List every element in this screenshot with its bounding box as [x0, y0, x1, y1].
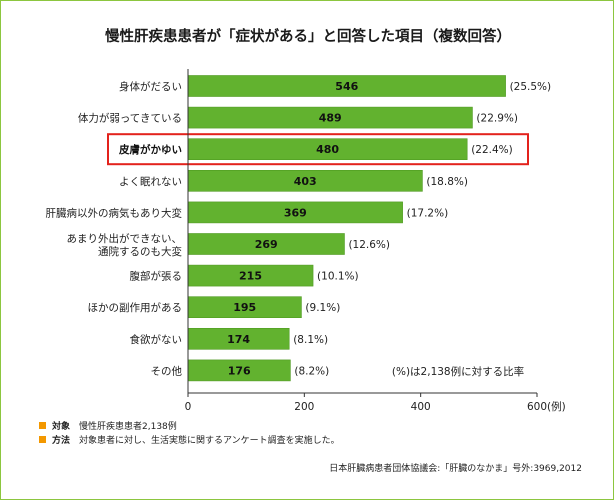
- footnote-head-0: 対象: [51, 420, 70, 432]
- category-label-7: ほかの副作用がある: [88, 301, 183, 314]
- percent-label-0: (25.5%): [510, 81, 552, 93]
- percent-label-6: (10.1%): [317, 271, 359, 283]
- percent-label-7: (9.1%): [305, 302, 340, 314]
- footnote-text-0: 慢性肝疾患患者2,138例: [79, 420, 177, 432]
- footnote-bullet-0: [39, 422, 46, 429]
- x-tick-label-1: 200: [294, 401, 314, 413]
- value-label-3: 403: [294, 175, 317, 188]
- category-label-2: 皮膚がかゆい: [118, 143, 182, 156]
- value-label-6: 215: [239, 270, 262, 283]
- value-label-7: 195: [233, 301, 256, 314]
- category-label-4: 肝臓病以外の病気もあり大変: [46, 206, 183, 219]
- x-tick-label-0: 0: [185, 401, 192, 413]
- footnote-text-1: 対象患者に対し、生活実態に関するアンケート調査を実施した。: [79, 434, 340, 446]
- percent-label-9: (8.2%): [294, 365, 329, 377]
- category-label-5-line-0: あまり外出ができない、: [67, 232, 183, 245]
- category-label-0: 身体がだるい: [119, 80, 182, 93]
- x-tick-label-3: 600: [527, 401, 547, 413]
- value-label-5: 269: [255, 238, 278, 251]
- category-label-6: 腹部が張る: [130, 270, 183, 283]
- category-label-5-line-1: 通院するのも大変: [98, 245, 182, 258]
- footnote-bullet-1: [39, 436, 46, 443]
- category-label-3: よく眠れない: [119, 176, 182, 188]
- bars-layer: 546 (25.5%) 身体がだるい 489 (22.9%) 体力が弱ってきている 480 (…: [46, 75, 552, 382]
- percent-label-8: (8.1%): [293, 334, 328, 346]
- value-label-2: 480: [316, 143, 339, 156]
- footnote-head-1: 方法: [52, 434, 70, 446]
- value-label-8: 174: [227, 333, 250, 346]
- category-label-8: 食欲がない: [130, 333, 183, 346]
- value-label-0: 546: [335, 80, 358, 93]
- percent-label-5: (12.6%): [348, 239, 390, 251]
- source-citation: 日本肝臓病患者団体協議会:「肝臓のなかま」号外:3969,2012: [329, 462, 582, 474]
- percent-label-1: (22.9%): [476, 113, 518, 125]
- value-label-1: 489: [319, 112, 342, 125]
- x-axis-unit: (例): [547, 400, 566, 413]
- highlight-box: [107, 133, 529, 166]
- chart-title: 慢性肝疾患患者が「症状がある」と回答した項目（複数回答）: [105, 27, 511, 45]
- value-label-4: 369: [284, 206, 307, 219]
- percent-label-4: (17.2%): [407, 207, 449, 219]
- category-label-1: 体力が弱ってきている: [78, 112, 182, 125]
- percent-label-3: (18.8%): [426, 176, 468, 188]
- percent-label-2: (22.4%): [471, 144, 513, 156]
- x-tick-label-2: 400: [411, 401, 431, 413]
- category-label-9: その他: [151, 364, 183, 377]
- ratio-annotation: (%)は2,138例に対する比率: [392, 365, 524, 378]
- value-label-9: 176: [228, 364, 251, 377]
- x-axis: 0 200 400 600 (例): [185, 69, 566, 413]
